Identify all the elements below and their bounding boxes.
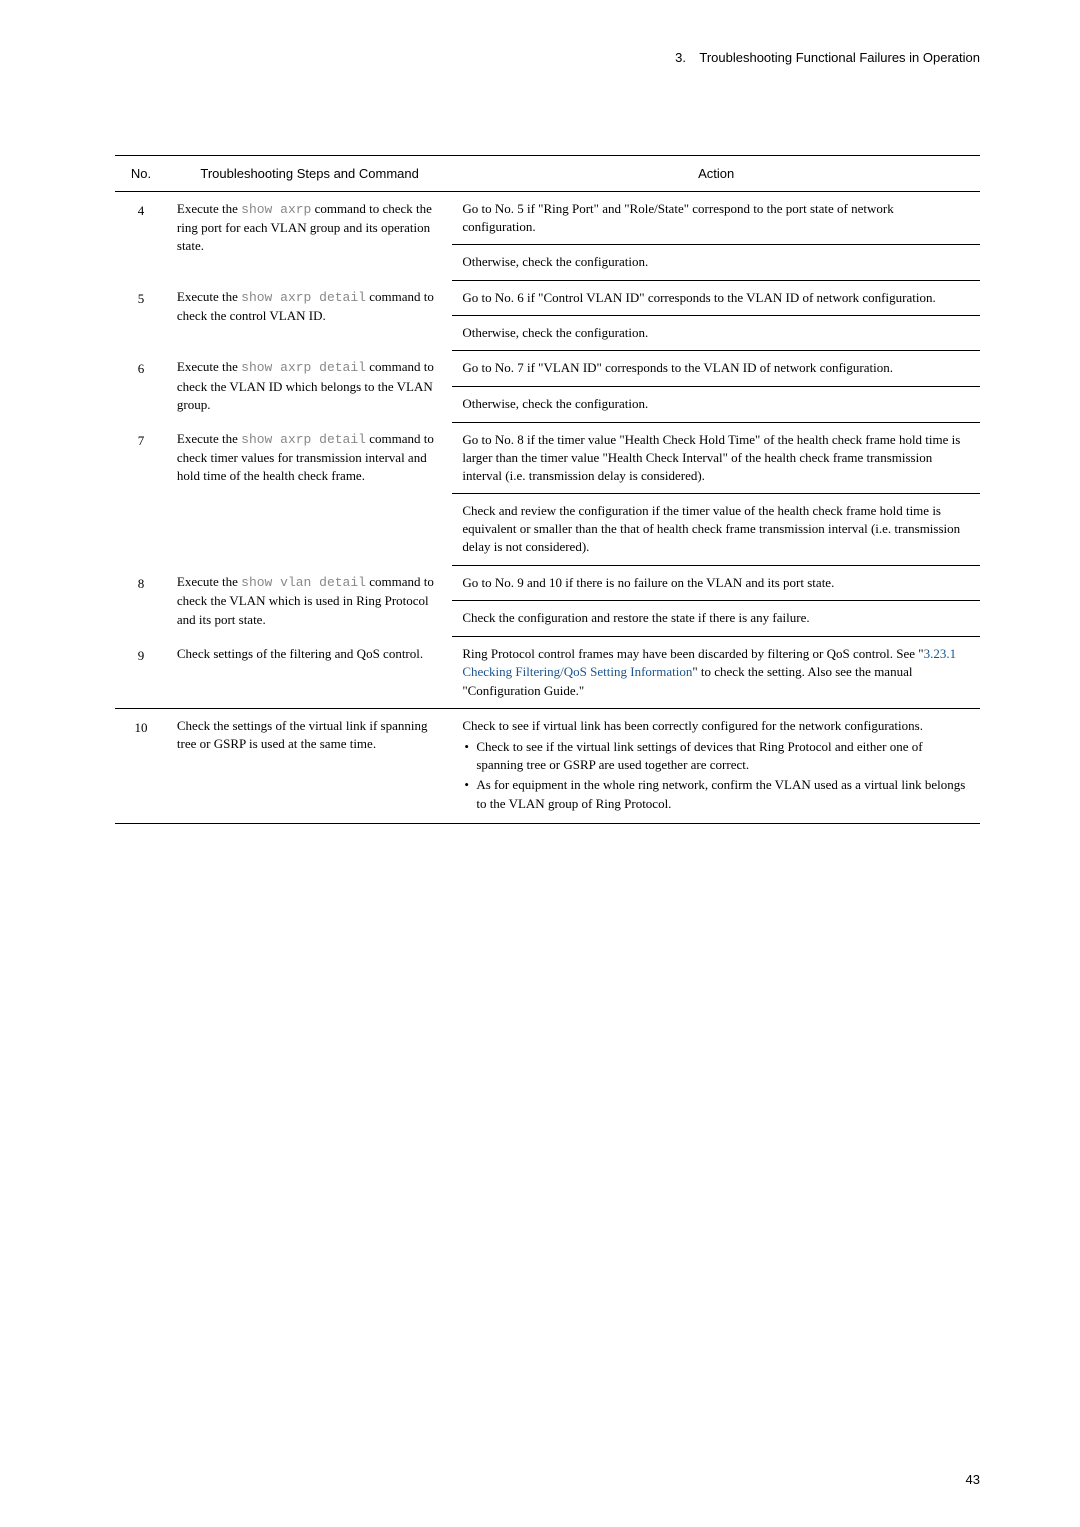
page-header: 3. Troubleshooting Functional Failures i… — [115, 50, 980, 65]
steps-code: show axrp detail — [241, 290, 366, 305]
page-number: 43 — [966, 1472, 980, 1487]
row-action-a: Go to No. 7 if "VLAN ID" corresponds to … — [452, 350, 980, 386]
table-row: 7 Execute the show axrp detail command t… — [115, 422, 980, 494]
row-action: Ring Protocol control frames may have be… — [452, 637, 980, 709]
row-steps: Execute the show axrp detail command to … — [167, 422, 452, 565]
section-title: Troubleshooting Functional Failures in O… — [699, 50, 980, 65]
steps-code: show vlan detail — [241, 575, 366, 590]
row-steps: Check settings of the filtering and QoS … — [167, 637, 452, 709]
row-no: 10 — [115, 708, 167, 823]
steps-pre: Execute the — [177, 201, 241, 216]
row-action-a: Go to No. 6 if "Control VLAN ID" corresp… — [452, 280, 980, 315]
row-action-b: Otherwise, check the configuration. — [452, 245, 980, 280]
steps-code: show axrp — [241, 202, 311, 217]
steps-pre: Execute the — [177, 574, 241, 589]
row-steps: Execute the show axrp detail command to … — [167, 350, 452, 422]
table-row: 8 Execute the show vlan detail command t… — [115, 565, 980, 601]
row-action-b: Check the configuration and restore the … — [452, 601, 980, 637]
row-no: 8 — [115, 565, 167, 637]
row-action-b: Otherwise, check the configuration. — [452, 315, 980, 350]
row-no: 6 — [115, 350, 167, 422]
row-no: 9 — [115, 637, 167, 709]
row-steps: Execute the show vlan detail command to … — [167, 565, 452, 637]
row-action-a: Go to No. 5 if "Ring Port" and "Role/Sta… — [452, 192, 980, 245]
table-header-row: No. Troubleshooting Steps and Command Ac… — [115, 156, 980, 192]
row-action: Check to see if virtual link has been co… — [452, 708, 980, 823]
row-action-a: Go to No. 9 and 10 if there is no failur… — [452, 565, 980, 601]
row-action-b: Check and review the configuration if th… — [452, 494, 980, 566]
table-row: 6 Execute the show axrp detail command t… — [115, 350, 980, 386]
steps-code: show axrp detail — [241, 432, 366, 447]
row-steps: Execute the show axrp command to check t… — [167, 192, 452, 281]
header-no: No. — [115, 156, 167, 192]
header-action: Action — [452, 156, 980, 192]
row-steps: Check the settings of the virtual link i… — [167, 708, 452, 823]
steps-pre: Execute the — [177, 431, 241, 446]
row-action-a: Go to No. 8 if the timer value "Health C… — [452, 422, 980, 494]
table-row: 4 Execute the show axrp command to check… — [115, 192, 980, 245]
troubleshooting-table: No. Troubleshooting Steps and Command Ac… — [115, 155, 980, 824]
header-steps: Troubleshooting Steps and Command — [167, 156, 452, 192]
row-action-b: Otherwise, check the configuration. — [452, 386, 980, 422]
table-row: 10 Check the settings of the virtual lin… — [115, 708, 980, 823]
action-pre: Ring Protocol control frames may have be… — [462, 646, 923, 661]
row-no: 5 — [115, 280, 167, 350]
table-row: 5 Execute the show axrp detail command t… — [115, 280, 980, 315]
action-bullet: As for equipment in the whole ring netwo… — [462, 776, 970, 812]
row-steps: Execute the show axrp detail command to … — [167, 280, 452, 350]
steps-pre: Execute the — [177, 289, 241, 304]
action-intro: Check to see if virtual link has been co… — [462, 717, 970, 735]
action-bullet-list: Check to see if the virtual link setting… — [462, 738, 970, 813]
action-bullet: Check to see if the virtual link setting… — [462, 738, 970, 774]
row-no: 7 — [115, 422, 167, 565]
table-row: 9 Check settings of the filtering and Qo… — [115, 637, 980, 709]
steps-code: show axrp detail — [241, 360, 366, 375]
row-no: 4 — [115, 192, 167, 281]
steps-pre: Execute the — [177, 359, 241, 374]
section-number: 3. — [675, 50, 686, 65]
